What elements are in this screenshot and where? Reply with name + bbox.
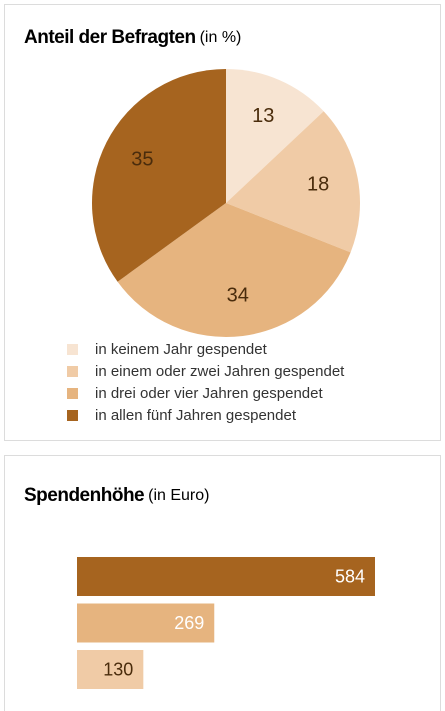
pie-slice (117, 203, 351, 337)
chart-title: Spendenhöhe (in Euro) (24, 485, 209, 506)
unit: (in %) (200, 29, 242, 46)
legend-label: in keinem Jahr gespendet (95, 341, 268, 358)
legend-label: in allen fünf Jahren gespendet (95, 407, 297, 424)
data-label: 35 (131, 149, 153, 171)
bar (77, 650, 144, 689)
data-label: 269 (174, 613, 204, 633)
data-label: 130 (103, 659, 133, 679)
legend-label: in einem oder zwei Jahren gespendet (95, 363, 345, 380)
legend-swatch (67, 366, 78, 377)
legend-swatch (67, 344, 78, 355)
chart-title: Anteil der Befragten (in %) (24, 27, 241, 48)
data-label: 584 (335, 566, 365, 586)
pie-slice (92, 69, 226, 282)
pie-slice (226, 69, 324, 203)
data-label: 34 (227, 284, 249, 306)
title: Spendenhöhe (24, 485, 144, 506)
panel (4, 455, 441, 711)
unit: (in Euro) (148, 487, 209, 504)
title: Anteil der Befragten (24, 27, 196, 48)
pie-slice (226, 111, 360, 253)
bar (77, 603, 215, 643)
data-label: 18 (307, 174, 329, 196)
legend-swatch (67, 388, 78, 399)
legend-swatch (67, 410, 78, 421)
legend-label: in drei oder vier Jahren gespendet (95, 385, 323, 402)
bar (77, 557, 375, 596)
data-label: 13 (252, 105, 274, 127)
panel (4, 4, 441, 441)
